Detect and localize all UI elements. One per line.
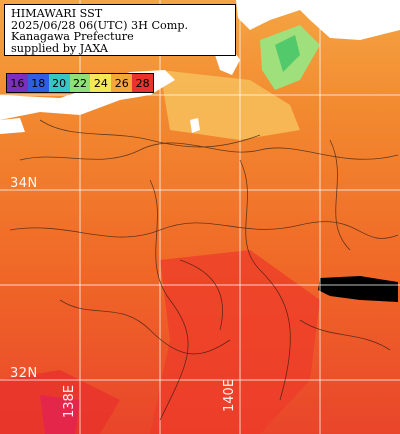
legend-label: 28 (135, 76, 150, 90)
legend-chip-20: 20 (48, 74, 70, 92)
island-oshima (190, 118, 200, 133)
title-product: HIMAWARI SST (11, 7, 103, 20)
isotherm-contours (9, 119, 399, 421)
cold-core (275, 35, 300, 72)
legend-label: 22 (73, 76, 87, 90)
lon-label-138e: 138E (62, 384, 77, 418)
legend-chip-22: 22 (69, 74, 91, 92)
legend-label: 16 (10, 76, 25, 90)
title-datetime: 2025/06/28 06(UTC) 3H Comp. (11, 18, 189, 32)
warm-core (150, 250, 320, 434)
title-credit: supplied by JAXA (11, 41, 109, 55)
temperature-legend: 16 18 20 22 24 26 28 (6, 73, 154, 93)
legend-label: 20 (52, 76, 67, 90)
legend-chip-26: 26 (111, 74, 133, 92)
legend-label: 24 (93, 76, 108, 90)
legend-chip-28: 28 (132, 74, 154, 92)
title-box: HIMAWARI SST 2025/06/28 06(UTC) 3H Comp.… (4, 4, 236, 56)
cloud-mask (318, 276, 398, 302)
legend-chip-16: 16 (7, 74, 28, 92)
legend-label: 26 (114, 76, 129, 90)
lat-label-32n: 32N (10, 366, 38, 381)
legend-chip-18: 18 (27, 74, 49, 92)
lat-label-34n: 34N (10, 176, 38, 191)
land-north (236, 0, 400, 40)
legend-chip-24: 24 (90, 74, 112, 92)
lon-label-140e: 140E (222, 378, 237, 412)
title-region: Kanagawa Prefecture (11, 30, 134, 43)
legend-label: 18 (31, 76, 46, 90)
hot-spot (40, 395, 80, 434)
land-west (0, 118, 25, 134)
